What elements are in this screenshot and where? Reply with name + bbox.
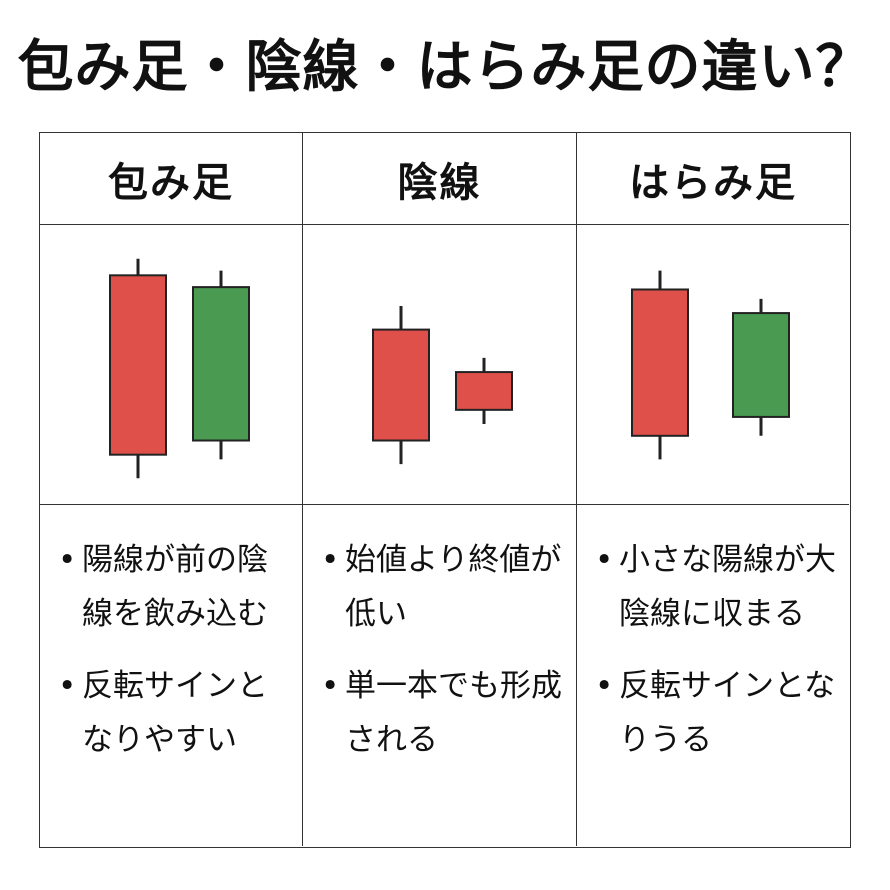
- candlestick-chart-bearish-candle: [372, 306, 513, 465]
- chart-harami: [577, 225, 849, 505]
- description-harami: 小さな陽線が大陰線に収まる 反転サインとなりうる: [577, 505, 849, 846]
- candle-red-1: [631, 270, 689, 460]
- candlestick-chart-engulfing: [109, 258, 250, 479]
- candle-green-2: [732, 298, 790, 436]
- description-engulfing: 陽線が前の陰線を飲み込む 反転サインとなりやすい: [40, 505, 303, 846]
- candle-red-2: [455, 357, 513, 424]
- candle-body: [372, 328, 430, 442]
- chart-engulfing: [40, 225, 303, 505]
- bullet-item: 始値より終値が低い: [317, 533, 568, 641]
- candle-body: [192, 286, 250, 442]
- comparison-table: 包み足 陰線 はらみ足 陽線が前の陰線を飲み込む 反転サインとなりやすい 始値よ…: [39, 132, 851, 848]
- bullet-item: 小さな陽線が大陰線に収まる: [591, 533, 841, 641]
- candle-body: [631, 288, 689, 437]
- candle-red-1: [109, 258, 167, 479]
- page-title: 包み足・陰線・はらみ足の違い？: [17, 35, 873, 100]
- candle-body: [455, 371, 513, 411]
- candle-green-2: [192, 270, 250, 460]
- bullet-item: 単一本でも形成される: [317, 659, 568, 767]
- header-engulfing: 包み足: [40, 133, 303, 225]
- bullet-item: 陽線が前の陰線を飲み込む: [54, 533, 294, 641]
- bullet-item: 反転サインとなりうる: [591, 659, 841, 767]
- candle-body: [109, 274, 167, 456]
- header-harami: はらみ足: [577, 133, 849, 225]
- candlestick-chart-harami: [631, 270, 790, 460]
- description-bearish-candle: 始値より終値が低い 単一本でも形成される: [303, 505, 577, 846]
- candle-body: [732, 312, 790, 418]
- chart-bearish-candle: [303, 225, 577, 505]
- bullet-item: 反転サインとなりやすい: [54, 659, 294, 767]
- candle-red-1: [372, 306, 430, 465]
- header-bearish-candle: 陰線: [303, 133, 577, 225]
